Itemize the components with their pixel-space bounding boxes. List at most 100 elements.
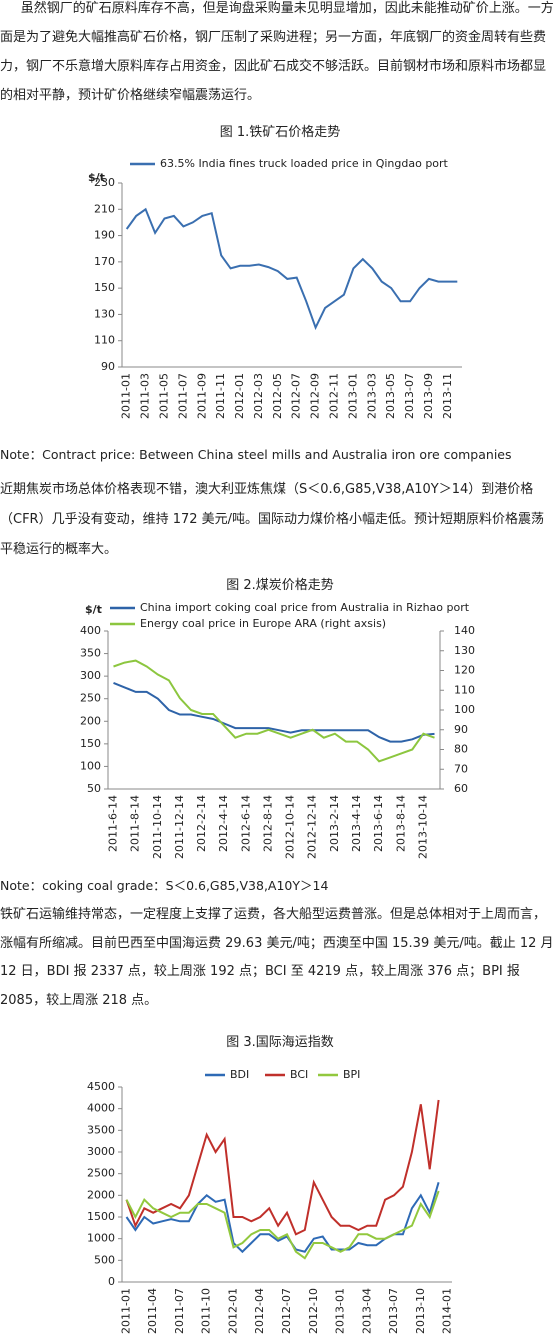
y-tick-label: 4500 — [87, 1080, 115, 1093]
x-tick-label: 2011-10-14 — [151, 795, 164, 859]
x-tick-label: 2012-10 — [307, 1288, 320, 1334]
x-tick-label: 2012-4-14 — [217, 795, 230, 852]
x-tick-label: 2012-01 — [233, 373, 246, 419]
x-tick-label: 2013-09 — [422, 373, 435, 419]
legend-label: BDI — [230, 1068, 249, 1081]
y-tick-label: 4000 — [87, 1102, 115, 1115]
y-tick-label: 150 — [80, 737, 101, 750]
figure-caption: 图 2.煤炭价格走势 — [226, 578, 334, 593]
x-tick-label: 2012-2-14 — [195, 795, 208, 852]
x-tick-label: 2012-6-14 — [239, 795, 252, 852]
y2-tick-label: 90 — [454, 723, 468, 736]
x-tick-label: 2012-10-14 — [284, 795, 297, 859]
x-tick-label: 2011-11 — [214, 373, 227, 419]
y2-tick-label: 70 — [454, 762, 468, 775]
note: Note：Contract price: Between China steel… — [0, 447, 512, 462]
x-tick-label: 2013-07 — [403, 373, 416, 419]
x-tick-label: 2013-8-14 — [394, 795, 407, 852]
x-tick-label: 2013-05 — [384, 373, 397, 419]
series-line — [125, 207, 458, 331]
x-tick-label: 2011-6-14 — [107, 795, 120, 852]
x-tick-label: 2013-01 — [334, 1288, 347, 1334]
x-tick-label: 2012-03 — [252, 373, 265, 419]
y-tick-label: 1500 — [87, 1210, 115, 1223]
y-axis-label: $/t — [88, 171, 105, 184]
y-tick-label: 130 — [94, 307, 115, 320]
x-tick-label: 2013-11 — [441, 373, 454, 419]
y-tick-label: 2000 — [87, 1188, 115, 1201]
y-tick-label: 1000 — [87, 1232, 115, 1245]
x-tick-label: 2013-01 — [346, 373, 359, 419]
y-tick-label: 400 — [80, 624, 101, 637]
x-tick-label: 2011-8-14 — [129, 795, 142, 852]
y-tick-label: 90 — [101, 360, 115, 373]
x-tick-label: 2013-03 — [365, 373, 378, 419]
y2-tick-label: 140 — [454, 624, 475, 637]
series-line — [125, 1099, 440, 1236]
x-tick-label: 2012-11 — [328, 373, 341, 419]
x-tick-label: 2012-09 — [309, 373, 322, 419]
x-tick-label: 2011-05 — [158, 373, 171, 419]
x-tick-label: 2011-07 — [176, 373, 189, 419]
x-tick-label: 2013-2-14 — [328, 795, 341, 852]
y-tick-label: 300 — [80, 669, 101, 682]
x-tick-label: 2013-04 — [360, 1288, 373, 1334]
series-line — [113, 659, 435, 763]
paragraph: 铁矿石运输维持常态，一定程度上支撑了运费，各大船型运费普涨。但是总体相对于上周而… — [0, 907, 554, 1008]
chart: 90 110 130 150 170 190 210 230 2011-01 2011-03 201… — [88, 157, 462, 419]
paragraph: 近期焦炭市场总体价格表现不错，澳大利亚炼焦煤（S＜0.6,G85,V38,A10… — [0, 482, 545, 557]
x-tick-label: 2012-07 — [290, 373, 303, 419]
x-tick-label: 2014-01 — [441, 1288, 454, 1334]
y-tick-label: 2500 — [87, 1167, 115, 1180]
x-tick-label: 2013-10-14 — [416, 795, 429, 859]
y2-tick-label: 60 — [454, 782, 468, 795]
x-tick-label: 2013-4-14 — [350, 795, 363, 852]
x-tick-label: 2011-01 — [120, 373, 133, 419]
y-tick-label: 230 — [94, 176, 115, 189]
x-tick-label: 2013-10 — [414, 1288, 427, 1334]
x-tick-label: 2011-09 — [195, 373, 208, 419]
y-tick-label: 190 — [94, 229, 115, 242]
x-tick-label: 2012-07 — [280, 1288, 293, 1334]
y-tick-label: 3500 — [87, 1123, 115, 1136]
y-tick-label: 210 — [94, 202, 115, 215]
legend-label: Energy coal price in Europe ARA (right a… — [140, 617, 386, 630]
y-tick-label: 50 — [87, 782, 101, 795]
x-tick-label: 2012-05 — [271, 373, 284, 419]
legend-label: China import coking coal price from Aust… — [140, 601, 470, 614]
x-tick-label: 2011-07 — [173, 1288, 186, 1334]
x-tick-label: 2013-07 — [387, 1288, 400, 1334]
x-tick-label: 2012-8-14 — [261, 795, 274, 852]
y-tick-label: 500 — [94, 1253, 115, 1266]
y2-tick-label: 110 — [454, 683, 475, 696]
y-tick-label: 110 — [94, 334, 115, 347]
y-tick-label: 250 — [80, 692, 101, 705]
paragraph: 虽然钢厂的矿石原料库存不高，但是询盘采购量未见明显增加，因此未能推动矿价上涨。一… — [0, 1, 554, 103]
chart: 0 500 1000 1500 2000 2500 3000 3500 4000 4500 2011… — [87, 1068, 454, 1334]
figure-caption: 图 1.铁矿石价格走势 — [219, 125, 341, 140]
legend-label: 63.5% India fines truck loaded price in … — [160, 157, 449, 170]
y2-tick-label: 80 — [454, 743, 468, 756]
x-tick-label: 2011-10 — [200, 1288, 213, 1334]
y-tick-label: 350 — [80, 647, 101, 660]
x-tick-label: 2011-12-14 — [173, 795, 186, 859]
x-tick-label: 2011-01 — [119, 1288, 132, 1334]
y2-tick-label: 130 — [454, 644, 475, 657]
figure-caption: 图 3.国际海运指数 — [226, 1035, 334, 1050]
series-line — [113, 681, 435, 743]
series-line — [125, 1190, 440, 1260]
x-tick-label: 2012-04 — [253, 1288, 266, 1334]
x-tick-label: 2011-03 — [139, 373, 152, 419]
x-tick-label: 2012-12-14 — [306, 795, 319, 859]
y-tick-label: 100 — [80, 759, 101, 772]
y2-tick-label: 100 — [454, 703, 475, 716]
y-axis-label: $/t — [85, 603, 102, 616]
y-tick-label: 3000 — [87, 1145, 115, 1158]
y-tick-label: 170 — [94, 255, 115, 268]
chart: 50 100 150 200 250 300 350 400 60 70 80 90 100 110 120… — [80, 601, 475, 859]
legend-label: BCI — [290, 1068, 308, 1081]
x-tick-label: 2011-04 — [146, 1288, 159, 1334]
note: Note：coking coal grade：S＜0.6,G85,V38,A10… — [0, 878, 329, 893]
y-tick-label: 200 — [80, 714, 101, 727]
